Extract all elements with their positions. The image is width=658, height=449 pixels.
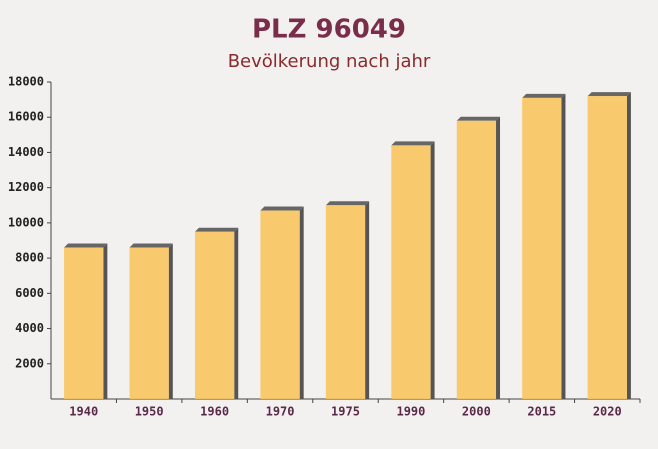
bar-top (325, 201, 370, 206)
bar (587, 96, 627, 399)
bar-side (626, 92, 631, 399)
x-tick-label: 1970 (266, 405, 295, 419)
x-tick-label: 1975 (331, 405, 360, 419)
x-tick-label: 2020 (593, 405, 622, 419)
bar-side (430, 141, 435, 399)
bar-top (391, 141, 435, 146)
y-tick-label: 8000 (15, 251, 44, 265)
bar-side (299, 206, 304, 399)
bar-top (587, 92, 631, 97)
bar-side (234, 227, 239, 399)
bar-top (522, 93, 566, 98)
x-tick-label: 2015 (527, 405, 556, 419)
bar (325, 205, 366, 399)
x-tick-label: 1990 (396, 405, 425, 419)
y-tick-label: 16000 (8, 110, 44, 124)
y-tick-label: 2000 (15, 356, 44, 370)
bar (194, 231, 235, 399)
bar-top (194, 227, 239, 232)
y-tick-label: 18000 (8, 75, 44, 89)
bar-top (129, 243, 173, 248)
bar-side (168, 243, 173, 399)
bar-top (64, 243, 108, 248)
y-tick-label: 6000 (15, 286, 44, 300)
y-tick-label: 14000 (8, 145, 44, 159)
chart-title: PLZ 96049 (252, 15, 406, 45)
bar-side (561, 93, 566, 399)
y-tick-label: 12000 (8, 180, 44, 194)
x-tick-label: 1940 (69, 405, 98, 419)
bar (64, 247, 104, 399)
bar-top (456, 116, 501, 121)
y-tick-label: 10000 (8, 215, 44, 229)
bar-top (260, 206, 304, 211)
bar (456, 120, 497, 399)
y-tick-label: 4000 (15, 321, 44, 335)
bar-side (496, 116, 501, 399)
bar (391, 145, 431, 399)
x-tick-label: 1950 (135, 405, 164, 419)
bar-side (103, 243, 108, 399)
x-tick-label: 2000 (462, 405, 491, 419)
bar (522, 97, 562, 399)
bar-side (365, 201, 370, 399)
x-tick-label: 1960 (200, 405, 229, 419)
bar (129, 247, 169, 399)
bar (260, 210, 300, 399)
chart-subtitle: Bevölkerung nach jahr (228, 51, 431, 72)
